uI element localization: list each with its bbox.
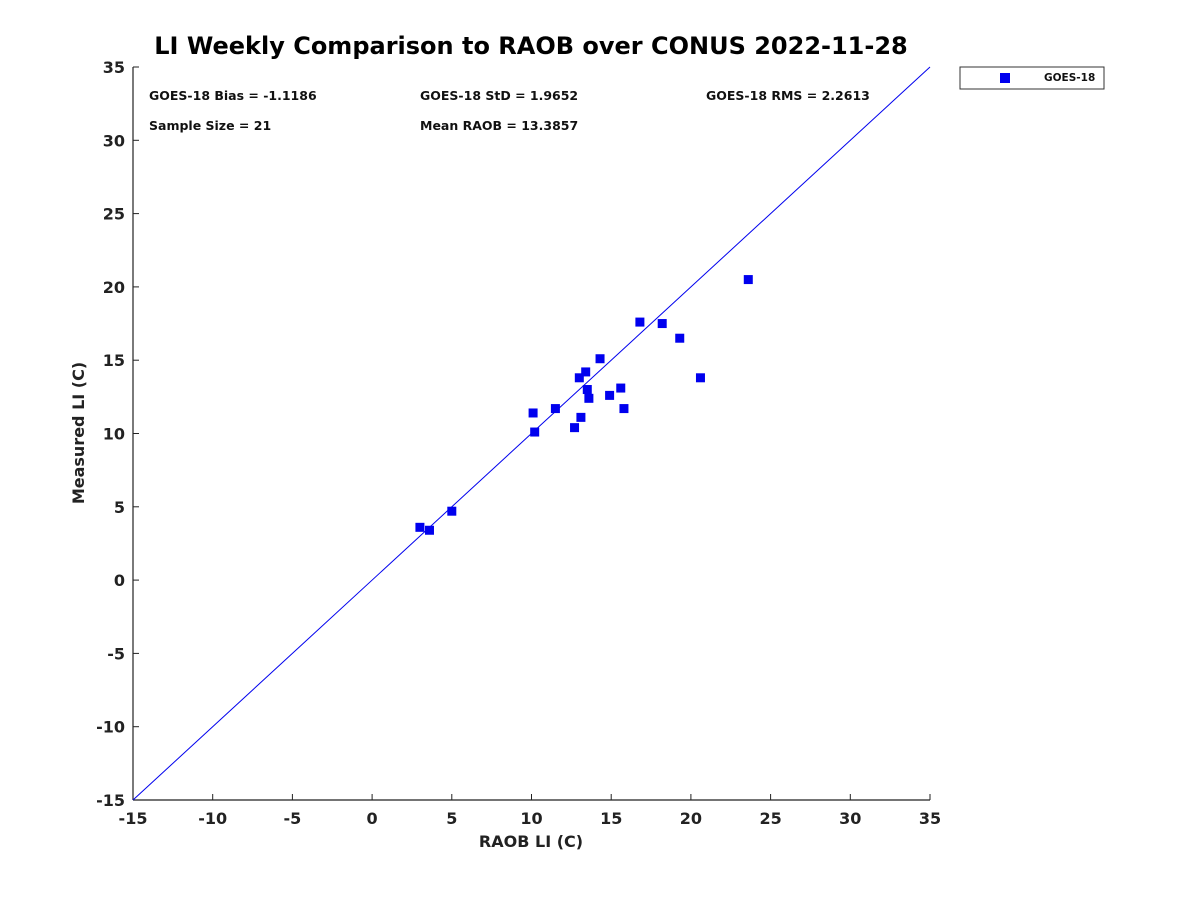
data-point (576, 412, 586, 422)
y-tick-label: -10 (96, 718, 125, 737)
x-tick-label: -15 (119, 809, 148, 828)
sample-size-annotation: Sample Size = 21 (149, 118, 271, 133)
data-point (619, 404, 629, 414)
data-point (595, 354, 605, 364)
data-points (415, 275, 753, 535)
y-axis-ticks: -15 -10 -5 0 5 10 15 20 25 30 35 (96, 58, 139, 810)
data-point (657, 319, 667, 329)
x-axis-label: RAOB LI (C) (479, 832, 583, 851)
data-point (605, 390, 615, 400)
x-axis-ticks: -15 -10 -5 0 5 10 15 20 25 30 35 (119, 794, 941, 828)
y-tick-label: 30 (103, 131, 125, 150)
legend-box (959, 66, 1105, 90)
y-tick-label: 25 (103, 205, 125, 224)
x-tick-label: 15 (600, 809, 622, 828)
data-point (635, 317, 645, 327)
data-point (530, 427, 540, 437)
data-point (743, 275, 753, 285)
x-tick-label: 35 (919, 809, 941, 828)
x-tick-label: 10 (520, 809, 542, 828)
y-tick-label: 10 (103, 425, 125, 444)
data-point (574, 373, 584, 383)
data-point (550, 404, 560, 414)
y-tick-label: 0 (114, 571, 125, 590)
x-tick-label: -5 (284, 809, 302, 828)
data-point (582, 385, 592, 395)
data-point (528, 408, 538, 418)
data-point (695, 373, 705, 383)
x-tick-label: 25 (759, 809, 781, 828)
data-point (581, 367, 591, 377)
y-tick-label: 35 (103, 58, 125, 77)
bias-annotation: GOES-18 Bias = -1.1186 (149, 88, 317, 103)
data-point (447, 506, 457, 516)
data-point (675, 333, 685, 343)
legend: GOES-18 (959, 66, 1105, 90)
data-point (616, 383, 626, 393)
legend-marker-square-icon (1000, 73, 1010, 83)
x-tick-label: 30 (839, 809, 861, 828)
data-point (570, 423, 580, 433)
x-tick-label: 0 (367, 809, 378, 828)
mean-raob-annotation: Mean RAOB = 13.3857 (420, 118, 578, 133)
x-tick-label: 20 (680, 809, 702, 828)
y-tick-label: 20 (103, 278, 125, 297)
data-point (415, 522, 425, 532)
legend-entry-goes-18: GOES-18 (1044, 72, 1095, 84)
y-axis-label: Measured LI (C) (69, 362, 88, 504)
rms-annotation: GOES-18 RMS = 2.2613 (706, 88, 870, 103)
data-point (584, 393, 594, 403)
std-annotation: GOES-18 StD = 1.9652 (420, 88, 578, 103)
x-tick-label: -10 (198, 809, 227, 828)
y-tick-label: -15 (96, 791, 125, 810)
y-tick-label: 15 (103, 351, 125, 370)
y-tick-label: -5 (107, 644, 125, 663)
y-tick-label: 5 (114, 498, 125, 517)
data-point (424, 525, 434, 535)
x-tick-label: 5 (446, 809, 457, 828)
chart-title: LI Weekly Comparison to RAOB over CONUS … (154, 32, 907, 60)
